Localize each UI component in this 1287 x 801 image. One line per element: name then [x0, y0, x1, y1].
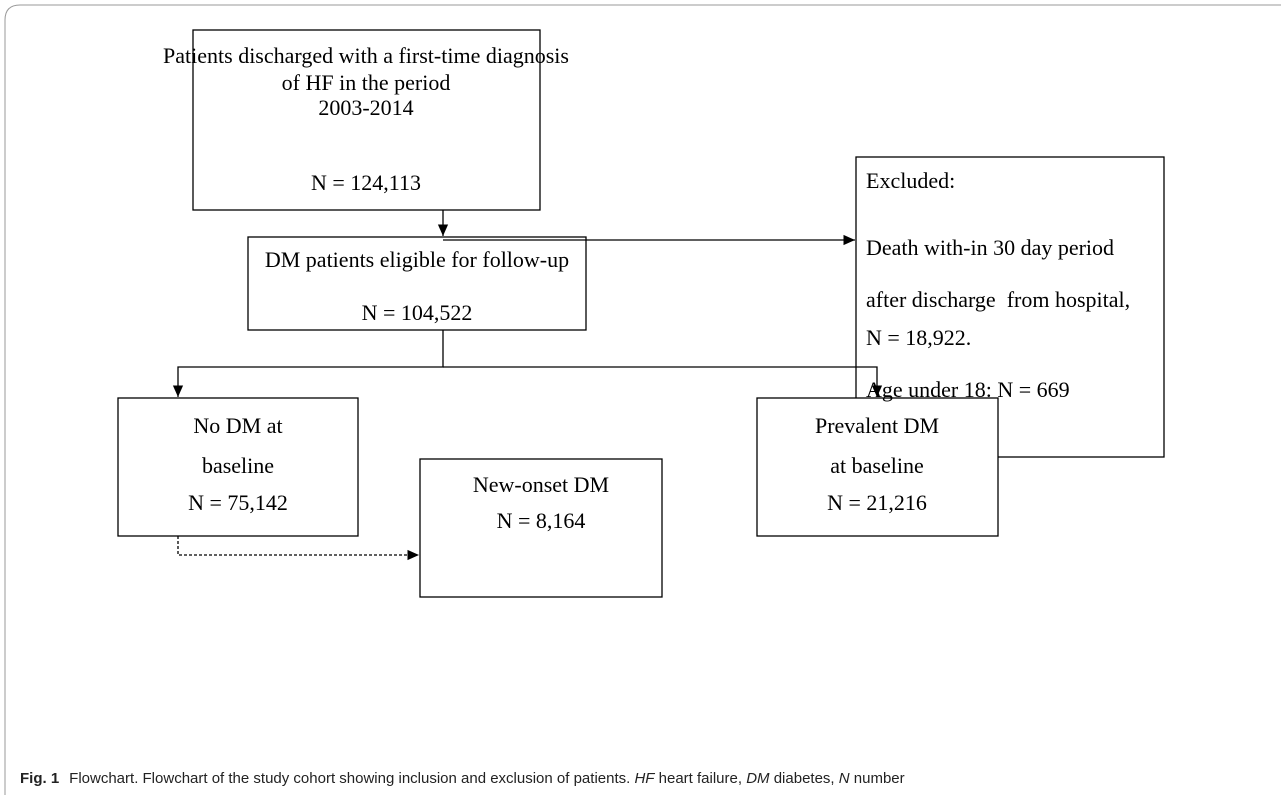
abbr-def: diabetes,	[773, 770, 835, 787]
arrow	[443, 366, 883, 397]
node-text: Patients discharged with a first-time di…	[163, 43, 569, 68]
node-text: Age under 18: N = 669	[866, 377, 1070, 402]
frame	[4, 4, 1281, 795]
node-text: N = 8,164	[497, 508, 586, 533]
node-text: baseline	[202, 453, 274, 478]
box-no-dm	[117, 397, 359, 537]
caption-label: Fig. 1	[20, 770, 60, 787]
abbr-term: DM	[746, 770, 770, 787]
node-text: after discharge from hospital,	[866, 287, 1130, 312]
node-text: New-onset DM	[473, 472, 609, 497]
box-prevalent	[756, 397, 999, 537]
abbr-term: N	[838, 770, 850, 787]
box-cohort	[192, 29, 541, 211]
node-text: 2003-2014	[318, 95, 413, 120]
node-text: No DM at	[193, 413, 282, 438]
node-text: of HF in the period	[282, 70, 451, 95]
node-text: N = 104,522	[362, 300, 473, 325]
box-eligible	[247, 236, 587, 331]
node-text: N = 75,142	[188, 490, 288, 515]
abbr-term: HF	[634, 770, 655, 787]
caption-text: Flowchart. Flowchart of the study cohort…	[69, 770, 631, 787]
node-text: N = 124,113	[311, 170, 421, 195]
caption: Fig. 1 Flowchart. Flowchart of the study …	[20, 770, 905, 787]
node-text: N = 18,922.	[866, 325, 971, 350]
node-text: Death with-in 30 day period	[866, 235, 1114, 260]
box-new-onset	[419, 458, 663, 598]
node-text: Excluded:	[866, 168, 955, 193]
node-text: N = 21,216	[827, 490, 927, 515]
arrow	[172, 330, 444, 397]
dotted-arrow	[177, 536, 419, 561]
node-text: at baseline	[830, 453, 923, 478]
abbr-def: number	[853, 770, 905, 787]
node-text: DM patients eligible for follow-up	[265, 247, 569, 272]
node-text: Prevalent DM	[815, 413, 939, 438]
abbr-def: heart failure,	[658, 770, 743, 787]
